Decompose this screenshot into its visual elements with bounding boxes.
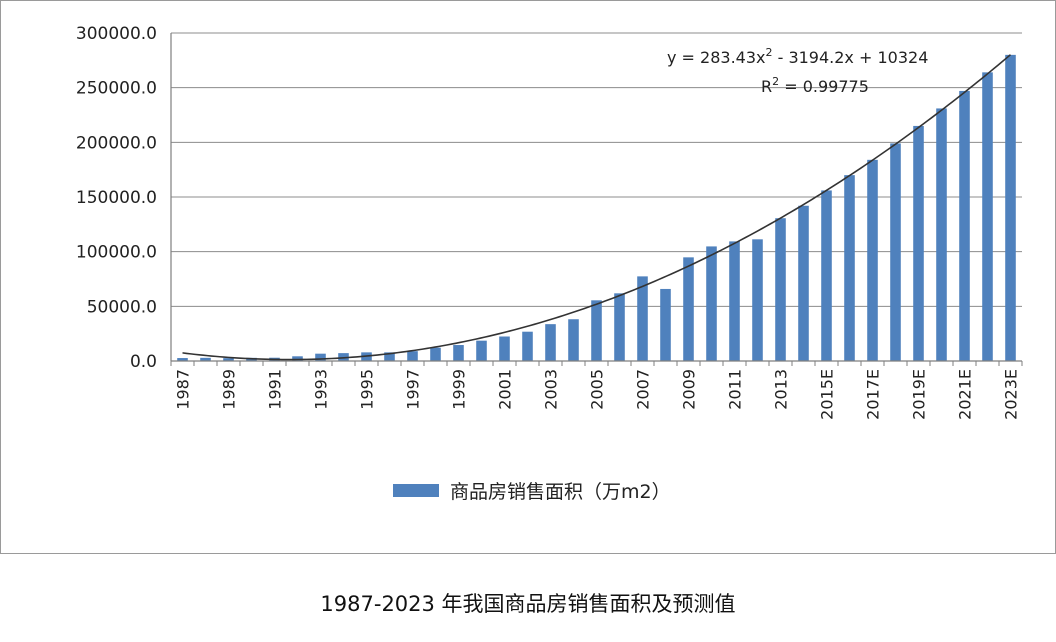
y-tick-label: 150000.0 xyxy=(76,188,157,208)
bar xyxy=(453,345,464,361)
bar xyxy=(476,340,487,361)
bar xyxy=(959,90,970,362)
bar xyxy=(775,218,786,361)
legend-label: 商品房销售面积（万m2） xyxy=(450,481,671,503)
bar xyxy=(1005,54,1016,361)
bar xyxy=(798,205,809,361)
bar xyxy=(499,336,510,361)
bar xyxy=(522,331,533,361)
x-axis-ticks: 1987 1989 1991 1993 1995 1997 1999 2001 2003 2005… xyxy=(174,369,1021,420)
x-tick-label: 1993 xyxy=(312,369,331,410)
bar xyxy=(913,125,924,361)
x-tick-label: 2015E xyxy=(818,369,837,420)
x-tick-label: 1989 xyxy=(220,369,239,410)
gridlines xyxy=(171,32,1022,307)
bar xyxy=(614,293,625,361)
x-tick-label: 2019E xyxy=(910,369,929,420)
y-tick-label: 100000.0 xyxy=(76,243,157,263)
bar xyxy=(637,276,648,361)
bar xyxy=(407,351,418,361)
chart-border xyxy=(0,0,1056,554)
bar xyxy=(936,108,947,361)
trendline-equation: y = 283.43x2 - 3194.2x + 10324 xyxy=(667,46,928,67)
x-tick-label: 2005 xyxy=(588,369,607,410)
x-tick-label: 2011 xyxy=(726,369,745,410)
x-tick-label: 2023E xyxy=(1002,369,1021,420)
bar xyxy=(729,241,740,361)
bar-series xyxy=(177,54,1016,362)
x-tick-label: 2009 xyxy=(680,369,699,410)
x-tick-label: 1997 xyxy=(404,369,423,410)
trendline-r2-part-2: = 0.99775 xyxy=(779,77,869,96)
bar xyxy=(568,319,579,361)
bar xyxy=(223,358,234,361)
x-tick-label: 2017E xyxy=(864,369,883,420)
bar xyxy=(752,239,763,361)
trendline-equation-part-2: - 3194.2x + 10324 xyxy=(773,48,929,67)
bar xyxy=(545,324,556,361)
bar xyxy=(844,175,855,361)
x-tick-label: 1991 xyxy=(266,369,285,410)
bar xyxy=(430,347,441,361)
chart-frame: 0.0 50000.0 100000.0 150000.0 200000.0 250000… xyxy=(0,0,1056,554)
trendline-r2: R2 = 0.99775 xyxy=(761,75,869,96)
bar xyxy=(200,357,211,361)
x-tick-label: 1987 xyxy=(174,369,193,410)
bar xyxy=(867,159,878,361)
y-axis-ticks: 0.0 50000.0 100000.0 150000.0 200000.0 250000… xyxy=(76,24,157,372)
axes xyxy=(170,33,1023,366)
y-tick-label: 200000.0 xyxy=(76,133,157,153)
bar xyxy=(890,143,901,361)
bar-chart: 0.0 50000.0 100000.0 150000.0 200000.0 250000… xyxy=(0,0,1056,554)
trendline-equation-part-1: y = 283.43x xyxy=(667,48,766,67)
trendline-r2-part-1: R xyxy=(761,77,772,96)
bar xyxy=(660,288,671,361)
x-tick-label: 2013 xyxy=(772,369,791,410)
x-tick-label: 1995 xyxy=(358,369,377,410)
trendline xyxy=(182,54,1012,361)
y-tick-label: 300000.0 xyxy=(76,24,157,44)
bar xyxy=(177,358,188,361)
x-tick-label: 2007 xyxy=(634,369,653,410)
bar xyxy=(821,190,832,361)
bar xyxy=(591,300,602,361)
legend: 商品房销售面积（万m2） xyxy=(393,481,671,503)
trendline-equation-exponent: 2 xyxy=(766,46,773,59)
bar xyxy=(315,353,326,361)
y-tick-label: 250000.0 xyxy=(76,79,157,99)
x-tick-label: 2003 xyxy=(542,369,561,410)
trendline-r2-exponent: 2 xyxy=(772,75,779,88)
bar xyxy=(384,352,395,361)
x-tick-label: 2001 xyxy=(496,369,515,410)
x-tick-label: 1999 xyxy=(450,369,469,410)
bar xyxy=(683,257,694,361)
bar xyxy=(706,246,717,361)
figure-caption: 1987-2023 年我国商品房销售面积及预测值 xyxy=(320,592,736,616)
bar xyxy=(292,356,303,361)
y-tick-label: 0.0 xyxy=(130,352,157,372)
x-tick-label: 2021E xyxy=(956,369,975,420)
legend-swatch xyxy=(393,484,439,497)
bar xyxy=(982,72,993,362)
y-tick-label: 50000.0 xyxy=(87,297,157,317)
